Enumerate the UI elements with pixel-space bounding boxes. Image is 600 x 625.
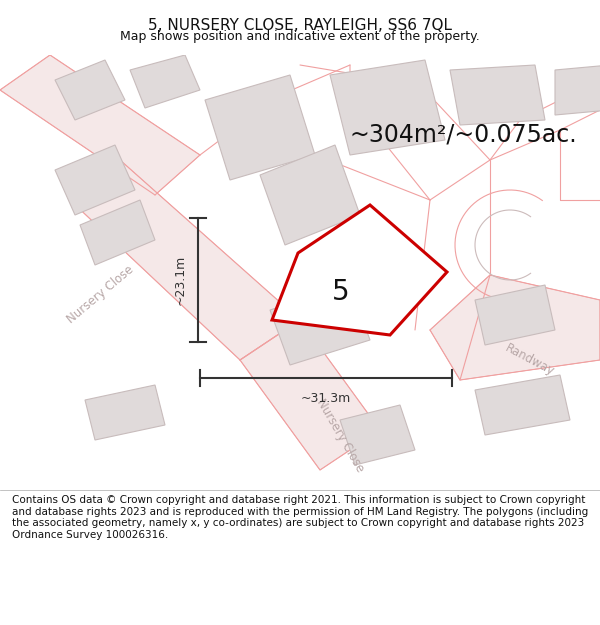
- Polygon shape: [330, 60, 445, 155]
- Text: ~31.3m: ~31.3m: [301, 391, 351, 404]
- Polygon shape: [430, 275, 600, 380]
- Polygon shape: [340, 405, 415, 465]
- Polygon shape: [55, 145, 135, 215]
- Polygon shape: [260, 145, 360, 245]
- Polygon shape: [272, 205, 447, 335]
- Text: ~304m²/~0.075ac.: ~304m²/~0.075ac.: [350, 123, 578, 147]
- Polygon shape: [475, 375, 570, 435]
- Polygon shape: [80, 200, 155, 265]
- Polygon shape: [205, 75, 315, 180]
- Polygon shape: [55, 60, 125, 120]
- Text: 5: 5: [332, 278, 349, 306]
- Polygon shape: [270, 285, 370, 365]
- Polygon shape: [240, 320, 380, 470]
- Polygon shape: [475, 285, 555, 345]
- Text: 5, NURSERY CLOSE, RAYLEIGH, SS6 7QL: 5, NURSERY CLOSE, RAYLEIGH, SS6 7QL: [148, 18, 452, 32]
- Polygon shape: [130, 55, 200, 108]
- Text: Nursery Close: Nursery Close: [64, 264, 136, 326]
- Polygon shape: [70, 160, 300, 360]
- Text: Contains OS data © Crown copyright and database right 2021. This information is : Contains OS data © Crown copyright and d…: [12, 495, 588, 540]
- Text: Map shows position and indicative extent of the property.: Map shows position and indicative extent…: [120, 30, 480, 43]
- Polygon shape: [555, 65, 600, 115]
- Polygon shape: [450, 65, 545, 125]
- Text: Randway: Randway: [503, 342, 557, 378]
- Polygon shape: [85, 385, 165, 440]
- Polygon shape: [0, 55, 200, 195]
- Text: ~23.1m: ~23.1m: [173, 255, 187, 305]
- Text: Nursery Close: Nursery Close: [314, 396, 366, 474]
